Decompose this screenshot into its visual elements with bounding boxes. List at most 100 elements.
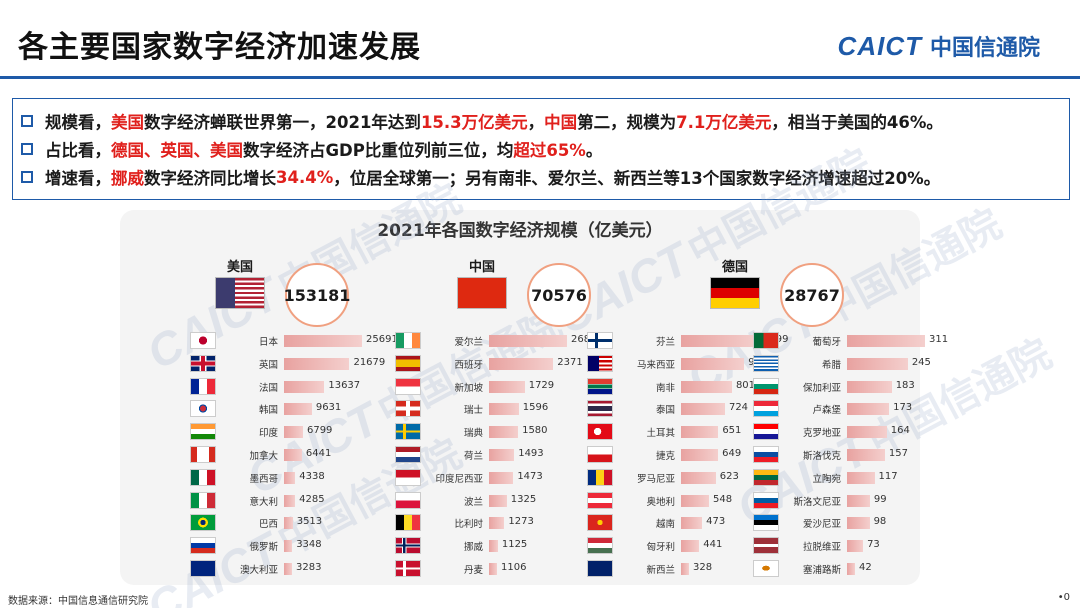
- id-flag-icon: [395, 468, 421, 486]
- vn-flag-icon: [587, 514, 613, 532]
- si-flag-icon: [753, 491, 779, 509]
- country-name: 俄罗斯: [249, 542, 278, 554]
- country-row: 挪威 1125: [395, 535, 595, 558]
- point-text: ，相当于美国的46%。: [771, 113, 943, 132]
- country-row: 英国 21679: [190, 353, 390, 376]
- country-value: 801: [735, 379, 756, 391]
- country-value: 2371: [557, 356, 583, 368]
- ru-flag-icon: [190, 537, 216, 555]
- value-bar: [847, 403, 890, 416]
- value-bar: [284, 426, 303, 439]
- value-bar: [681, 494, 709, 507]
- it-flag-icon: [190, 491, 216, 509]
- country-row: 土耳其 651: [587, 421, 787, 444]
- value-bar: [284, 335, 362, 347]
- country-row: 斯洛文尼亚 99: [753, 490, 953, 513]
- country-name: 克罗地亚: [802, 428, 841, 440]
- country-value: 1580: [522, 425, 548, 437]
- country-name: 匈牙利: [646, 542, 675, 554]
- country-name: 挪威: [463, 542, 483, 554]
- country-row: 新加坡 1729: [395, 376, 595, 399]
- point-text: ，: [527, 113, 545, 132]
- country-name: 比利时: [454, 519, 483, 531]
- country-name: 立陶宛: [812, 473, 841, 485]
- country-value: 1596: [522, 402, 549, 414]
- cy-flag-icon: [753, 560, 779, 577]
- sk-flag-icon: [753, 446, 779, 463]
- country-value: 6441: [305, 448, 332, 459]
- data-source: 数据来源：中国信息通信研究院: [8, 596, 148, 607]
- value-bar: [847, 426, 887, 439]
- country-name: 斯洛伐克: [802, 451, 841, 462]
- country-row: 西班牙 2371: [395, 353, 595, 376]
- mx-flag-icon: [190, 468, 216, 486]
- country-name: 斯洛文尼亚: [793, 496, 841, 508]
- leader-value: 28767: [780, 263, 844, 327]
- country-value: 3513: [296, 516, 323, 528]
- value-bar: [489, 380, 525, 393]
- value-bar: [847, 449, 885, 461]
- country-name: 新西兰: [646, 565, 675, 576]
- country-value: 73: [867, 539, 880, 551]
- value-bar: [681, 426, 719, 439]
- gr-flag-icon: [753, 354, 779, 372]
- value-bar: [489, 335, 567, 347]
- value-bar: [681, 540, 700, 553]
- key-point-3: 增速看， 挪威 数字经济同比增长 34.4% ，位居全球第一；另有南非、爱尔兰、新西兰等…: [21, 163, 1069, 191]
- country-row: 保加利亚 183: [753, 376, 953, 399]
- value-bar: [489, 517, 505, 530]
- nz-flag-icon: [587, 560, 613, 577]
- chart-panel: 2021年各国数字经济规模（亿美元） CAICT中国信通院CAICT中国信通院C…: [120, 142, 1058, 608]
- sg-flag-icon: [395, 377, 421, 395]
- fi-flag-icon: [587, 332, 613, 349]
- country-name: 卢森堡: [812, 405, 841, 417]
- kr-flag-icon: [190, 400, 216, 418]
- logo-en: CAICT: [837, 30, 922, 61]
- square-bullet-icon: [21, 143, 33, 155]
- country-row: 立陶宛 117: [753, 467, 953, 490]
- country-value: 3348: [296, 539, 322, 551]
- ca-flag-icon: [190, 446, 216, 463]
- point-text: ，位居全球第一；另有南非、爱尔兰、新西兰等13个国家数字经济增速超过20%。: [333, 169, 941, 188]
- country-name: 土耳其: [646, 428, 675, 440]
- value-bar: [847, 563, 855, 575]
- country-row: 澳大利亚 3283: [190, 558, 390, 581]
- leader-name: 德国: [721, 260, 748, 275]
- leader-name: 中国: [468, 260, 495, 275]
- country-row: 南非 801: [587, 376, 787, 399]
- country-value: 1125: [501, 539, 528, 551]
- pt-flag-icon: [753, 332, 779, 349]
- country-value: 2680: [571, 334, 597, 345]
- hu-flag-icon: [587, 537, 613, 555]
- value-bar: [284, 494, 296, 507]
- de-flag-icon: [710, 277, 760, 309]
- country-row: 墨西哥 4338: [190, 467, 390, 490]
- country-row: 希腊 245: [753, 353, 953, 376]
- value-bar: [489, 494, 507, 507]
- country-value: 623: [719, 470, 739, 482]
- country-value: 1106: [501, 562, 527, 573]
- lv-flag-icon: [753, 537, 779, 555]
- country-name: 新加坡: [454, 382, 483, 394]
- value-bar: [489, 471, 514, 484]
- country-name: 塞浦路斯: [802, 565, 841, 576]
- value-bar: [681, 517, 703, 530]
- fr-flag-icon: [190, 377, 216, 395]
- country-value: 328: [693, 562, 713, 573]
- value-bar: [681, 380, 732, 393]
- highlight-text: 美国: [111, 113, 144, 132]
- point-text: 第二，规模为: [577, 113, 677, 132]
- point-text: 数字经济占GDP比重位列前三位，均: [243, 141, 514, 160]
- pl-flag-icon: [395, 491, 421, 509]
- highlight-text: 15.3万亿美元: [420, 113, 528, 132]
- country-value: 1729: [528, 379, 555, 391]
- country-row: 奥地利 548: [587, 490, 787, 513]
- value-bar: [681, 403, 725, 416]
- country-row: 巴西 3513: [190, 512, 390, 535]
- country-name: 法国: [258, 382, 278, 394]
- country-row: 新西兰 328: [587, 558, 787, 581]
- value-bar: [489, 403, 519, 416]
- country-name: 波兰: [463, 496, 483, 508]
- highlight-text: 挪威: [111, 169, 144, 188]
- point-text: 占比看，: [45, 141, 111, 160]
